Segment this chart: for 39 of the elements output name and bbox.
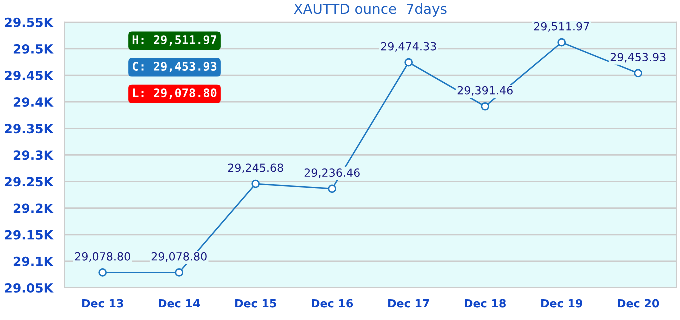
x-tick-label: Dec 15 [236,299,276,308]
y-tick-label: 29.25K [5,177,54,187]
x-tick-label: Dec 17 [388,299,430,308]
data-label: 29,245.68 [228,164,284,174]
annotation: H: 29,511.97 [132,35,217,46]
y-tick-label: 29.1K [14,256,54,266]
point [404,58,414,67]
x-tick-label: Dec 20 [618,299,660,308]
y-tick-label: 29.15K [5,230,54,240]
x-tick-label: Dec 16 [312,299,354,308]
data-label: 29,078.80 [152,252,207,262]
data-label: 29,474.33 [381,42,436,52]
point [481,102,490,111]
annotation: L: 29,078.80 [133,88,217,100]
annotation: C: 29,453.93 [132,62,217,72]
data-label: 29,236.46 [304,168,360,178]
data-label: 29,078.80 [75,252,130,262]
data-label: 29,511.97 [534,22,590,32]
y-tick-label: 29.5K [14,44,54,54]
y-tick-label: 29.45K [5,70,54,80]
x-tick-label: Dec 19 [542,299,582,308]
point [98,268,108,277]
point [252,180,260,188]
x-tick-label: Dec 13 [82,299,124,308]
y-tick-label: 29.4K [14,98,54,108]
y-tick-label: 29.2K [14,204,54,214]
data-label: 29,453.93 [610,53,666,63]
y-tick-label: 29.55K [5,18,54,28]
y-tick-label: 29.35K [5,124,54,134]
point [328,184,337,194]
chart-title: XAUTTD ounce 7days [294,4,447,17]
point [634,69,643,78]
x-tick-label: Dec 14 [159,299,200,308]
y-tick-label: 29.05K [5,283,54,293]
x-tick-label: Dec 18 [465,299,506,308]
point [175,268,184,277]
point [558,38,566,47]
data-label: 29,391.46 [458,86,513,96]
y-tick-label: 29.3K [14,150,54,160]
